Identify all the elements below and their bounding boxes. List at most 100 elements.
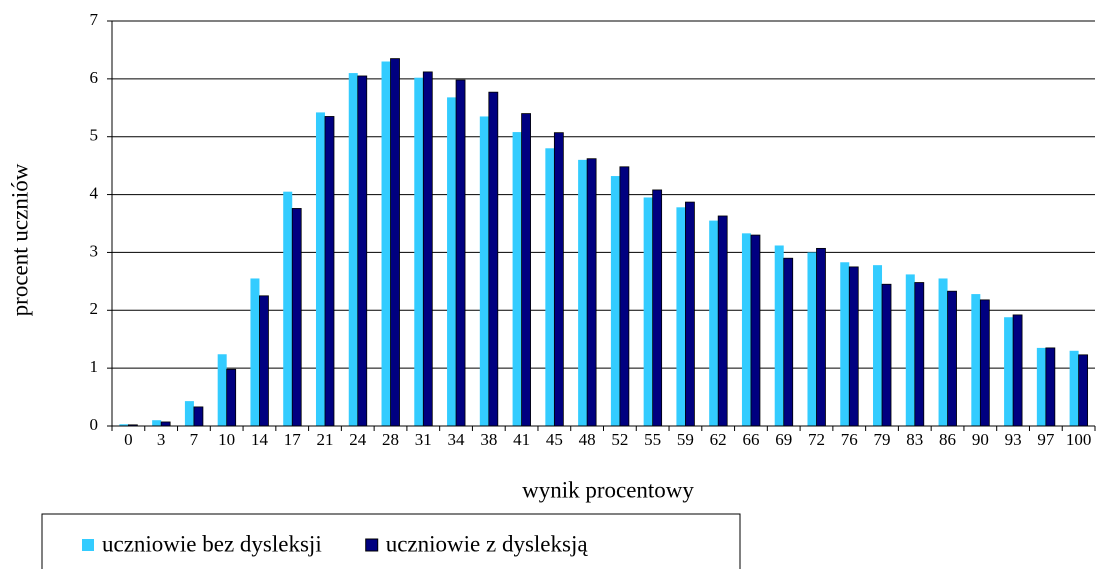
x-tick-label: 69 [775,430,792,449]
bar [184,401,194,426]
bar [873,265,883,426]
bar [226,368,237,427]
bar [816,247,826,427]
x-tick-label: 97 [1037,430,1055,449]
x-tick-label: 55 [644,430,661,449]
bar [250,278,260,426]
bar [709,220,719,426]
y-tick-label: 7 [90,10,99,29]
bar [455,79,466,427]
x-tick-label: 17 [284,430,302,449]
bar [610,176,620,426]
y-tick-label: 0 [90,415,99,434]
x-tick-label: 14 [251,430,269,449]
x-axis-label: wynik procentowy [522,477,694,502]
x-tick-label: 3 [157,430,166,449]
x-tick-label: 24 [349,430,367,449]
bar [905,274,915,426]
x-tick-label: 31 [415,430,432,449]
x-tick-label: 45 [546,430,563,449]
legend-label: uczniowie z dysleksją [386,531,589,556]
x-tick-label: 7 [190,430,199,449]
x-tick-label: 10 [218,430,235,449]
bar [193,406,204,427]
x-tick-label: 34 [448,430,466,449]
bar [324,116,335,427]
x-tick-label: 100 [1066,430,1092,449]
x-tick-label: 21 [316,430,333,449]
bar [217,354,227,426]
bar [578,159,588,426]
y-tick-label: 1 [90,357,99,376]
x-tick-label: 66 [742,430,759,449]
bar [1045,347,1056,427]
x-tick-label: 76 [841,430,858,449]
y-tick-label: 2 [90,299,99,318]
legend-label: uczniowie bez dysleksji [102,531,322,556]
legend-box [41,513,741,569]
bar [914,282,925,427]
bar [348,73,358,427]
bar [741,233,751,426]
bar [152,420,162,426]
x-tick-label: 0 [124,430,133,449]
bar [512,132,522,427]
bar [1078,354,1089,427]
bar [840,262,850,426]
y-tick-label: 3 [90,241,99,260]
bar [643,197,653,426]
x-tick-label: 72 [808,430,825,449]
bar [160,421,171,427]
bar [381,61,391,426]
bar [619,166,630,427]
y-tick-label: 5 [90,126,99,145]
bar [422,71,433,427]
bar [283,191,293,426]
bar [848,266,859,427]
bar [414,77,424,426]
bar [390,58,400,427]
bar [652,189,663,427]
bar [774,245,784,426]
bar [259,295,269,427]
bar [881,283,892,427]
bar [717,215,728,427]
x-tick-label: 59 [677,430,694,449]
bar [1012,314,1023,427]
y-tick-label: 6 [90,68,99,87]
bar [119,424,129,426]
legend-swatch [82,539,94,551]
bar [1069,350,1079,426]
bar [521,113,531,427]
bar [553,132,564,427]
x-tick-label: 38 [480,430,497,449]
bar [807,252,817,426]
x-tick-label: 52 [611,430,628,449]
bar [545,148,555,427]
bar [291,208,302,427]
x-tick-label: 79 [874,430,891,449]
bar [938,278,948,426]
bar [1036,347,1046,426]
bar [971,294,981,426]
y-tick-label: 4 [90,183,99,202]
x-tick-label: 62 [710,430,727,449]
bar [488,91,499,427]
x-tick-label: 86 [939,430,956,449]
x-tick-label: 41 [513,430,530,449]
bar [685,201,695,427]
x-tick-label: 93 [1005,430,1022,449]
legend-swatch [365,538,379,552]
x-tick-label: 90 [972,430,989,449]
bar [479,116,489,426]
bar [1004,317,1014,426]
bar [315,112,325,427]
bar [979,299,990,427]
y-axis-label: procent uczniów [7,163,32,316]
bar [676,207,686,426]
bar [447,97,457,426]
bar [357,75,368,427]
x-tick-label: 83 [906,430,923,449]
x-tick-label: 28 [382,430,399,449]
